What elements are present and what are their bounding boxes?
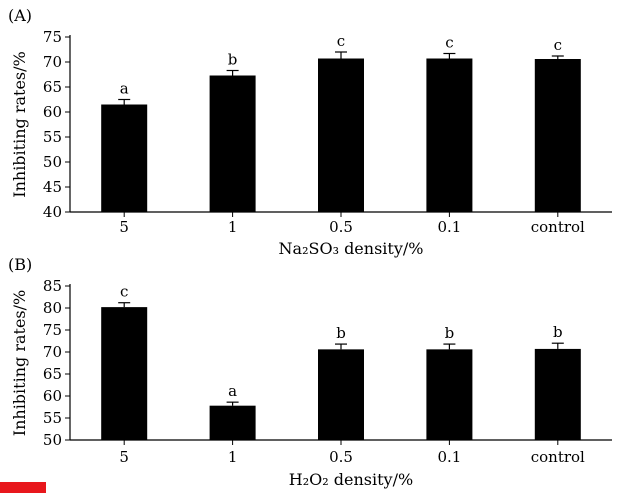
y-tick-label: 70	[43, 53, 62, 71]
x-tick-label: 5	[119, 448, 129, 466]
y-tick-label: 40	[43, 203, 62, 221]
x-axis-title: H₂O₂ density/%	[289, 470, 413, 489]
significance-label: c	[120, 283, 128, 301]
y-tick-label: 80	[43, 299, 62, 317]
y-tick-label: 50	[43, 431, 62, 449]
bar	[534, 59, 581, 212]
significance-label: c	[337, 32, 345, 50]
significance-label: b	[336, 324, 346, 342]
significance-label: c	[554, 36, 562, 54]
significance-label: a	[120, 80, 129, 98]
red-marker	[0, 482, 46, 493]
x-tick-label: 0.1	[437, 448, 461, 466]
x-tick-label: 0.1	[437, 218, 461, 236]
bar	[534, 348, 581, 440]
y-tick-label: 70	[43, 343, 62, 361]
panel-label: (B)	[8, 255, 32, 274]
x-tick-label: 5	[119, 218, 129, 236]
bar	[101, 307, 148, 440]
x-tick-label: 1	[228, 218, 238, 236]
x-tick-label: control	[531, 218, 585, 236]
significance-label: b	[228, 51, 238, 69]
y-tick-label: 55	[43, 409, 62, 427]
significance-label: a	[228, 382, 237, 400]
y-tick-label: 75	[43, 321, 62, 339]
panel-a: (A) 40 45 50 55 60 65 70 75 a 5 b 1 c 0.5 c 0.1 c control I…	[8, 6, 612, 258]
y-tick-label: 60	[43, 387, 62, 405]
x-tick-label: 0.5	[329, 218, 353, 236]
panel-label: (A)	[8, 6, 32, 25]
y-tick-label: 55	[43, 128, 62, 146]
x-axis-title: Na₂SO₃ density/%	[279, 239, 424, 258]
y-tick-label: 85	[43, 277, 62, 295]
significance-label: c	[445, 34, 453, 52]
y-tick-label: 75	[43, 28, 62, 46]
bar	[101, 104, 148, 212]
x-tick-label: 1	[228, 448, 238, 466]
bar	[318, 349, 364, 440]
bar	[209, 405, 256, 440]
bar	[209, 75, 256, 212]
y-tick-label: 45	[43, 178, 62, 196]
bar	[426, 349, 473, 440]
significance-label: b	[445, 324, 455, 342]
y-tick-label: 50	[43, 153, 62, 171]
bar	[318, 58, 364, 212]
y-axis-title: Inhibiting rates/%	[10, 290, 29, 436]
x-tick-label: control	[531, 448, 585, 466]
y-tick-label: 65	[43, 365, 62, 383]
x-tick-label: 0.5	[329, 448, 353, 466]
y-tick-label: 60	[43, 103, 62, 121]
significance-label: b	[553, 323, 563, 341]
bar	[426, 58, 473, 212]
y-axis-title: Inhibiting rates/%	[10, 51, 29, 197]
panel-b: (B) 50 55 60 65 70 75 80 85 c 5 a 1 b 0.5 b 0.1 b control I…	[8, 255, 612, 489]
y-tick-label: 65	[43, 78, 62, 96]
